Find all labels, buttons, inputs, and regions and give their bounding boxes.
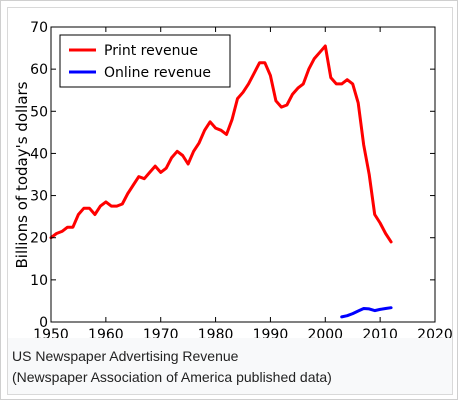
x-tick-label: 2010 [362,327,398,338]
y-tick-label: 20 [30,231,48,247]
caption-source: (Newspaper Association of America publis… [12,369,332,385]
series-line-online [340,306,393,319]
ticks-layer: 1950 1960 1970 1980 1990 2000 2010 202001020304… [30,20,453,343]
x-tick-label: 1990 [253,327,289,338]
y-tick-label: 50 [30,104,48,120]
legend: Print revenue Online revenue [59,34,231,88]
y-tick-label: 0 [39,315,48,331]
y-tick-label: 70 [30,20,48,36]
chart-svg: 1950 1960 1970 1980 1990 2000 2010 202001020304… [13,20,453,343]
y-axis-label: Billions of today's dollars [13,81,31,268]
legend-box [59,34,231,88]
x-tick-label: 1960 [88,327,124,338]
figure-inner: 1950 1960 1970 1980 1990 2000 2010 2020 0 10 20 30 4… [7,7,453,395]
plot-frame [50,26,436,323]
legend-print-label: Print revenue [104,43,198,59]
chart-area: 1950 1960 1970 1980 1990 2000 2010 2020 0 10 20 30 4… [8,8,453,343]
x-tick-label: 1970 [143,327,179,338]
figure-caption: US Newspaper Advertising Revenue (Newspa… [12,346,448,388]
y-tick-label: 10 [30,273,48,289]
x-tick-label: 2020 [417,327,452,338]
y-tick-label: 30 [30,189,48,205]
x-tick-label: 2000 [307,327,343,338]
caption-title: US Newspaper Advertising Revenue [12,348,239,364]
legend-online-label: Online revenue [104,65,211,81]
series-layer [49,44,393,319]
x-tick-label: 1980 [198,327,234,338]
y-tick-label: 40 [30,146,48,162]
y-tick-label: 60 [30,62,48,78]
